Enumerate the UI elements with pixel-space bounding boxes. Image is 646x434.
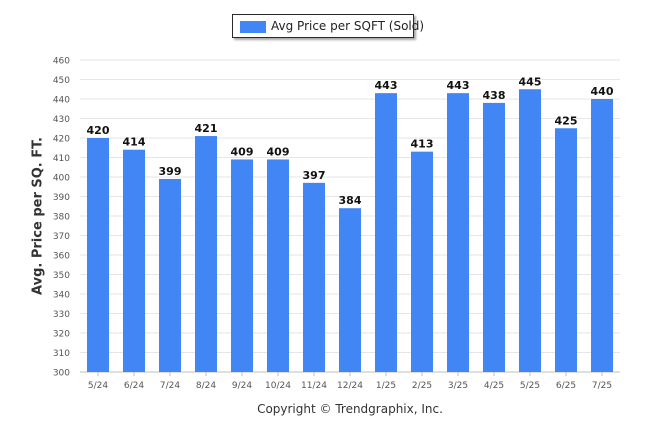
y-tick-label: 330 bbox=[53, 310, 70, 320]
y-tick-label: 360 bbox=[53, 252, 70, 262]
data-label: 443 bbox=[447, 79, 470, 92]
bar bbox=[555, 128, 577, 372]
x-tick-label: 6/25 bbox=[556, 381, 576, 391]
copyright-text: Copyright © Trendgraphix, Inc. bbox=[257, 402, 443, 416]
y-tick-label: 320 bbox=[53, 330, 70, 340]
x-tick-label: 8/24 bbox=[196, 381, 216, 391]
data-label: 384 bbox=[339, 194, 362, 207]
data-label: 438 bbox=[483, 89, 506, 102]
y-tick-label: 310 bbox=[53, 349, 70, 359]
bar bbox=[303, 182, 325, 372]
bar bbox=[339, 208, 361, 372]
x-tick-label: 5/24 bbox=[88, 381, 108, 391]
y-tick-label: 460 bbox=[53, 57, 70, 67]
x-tick-label: 4/25 bbox=[484, 381, 504, 391]
bar bbox=[195, 136, 217, 372]
data-label: 445 bbox=[519, 75, 542, 88]
legend-label: Avg Price per SQFT (Sold) bbox=[271, 19, 425, 33]
bar bbox=[267, 159, 289, 372]
x-tick-label: 5/25 bbox=[520, 381, 540, 391]
x-tick-label: 9/24 bbox=[232, 381, 252, 391]
y-tick-label: 370 bbox=[53, 232, 70, 242]
data-label: 421 bbox=[195, 122, 218, 135]
bar bbox=[375, 93, 397, 373]
x-tick-label: 10/24 bbox=[265, 381, 291, 391]
y-tick-label: 440 bbox=[53, 96, 70, 106]
bar bbox=[483, 102, 505, 373]
x-tick-label: 3/25 bbox=[448, 381, 468, 391]
data-label: 440 bbox=[591, 85, 614, 98]
y-tick-label: 380 bbox=[53, 213, 70, 223]
legend-swatch bbox=[240, 21, 266, 33]
bar bbox=[591, 99, 613, 372]
x-tick-label: 6/24 bbox=[124, 381, 144, 391]
x-tick-label: 12/24 bbox=[337, 381, 363, 391]
chart-legend: Avg Price per SQFT (Sold) bbox=[232, 14, 424, 38]
y-tick-label: 410 bbox=[53, 154, 70, 164]
y-tick-label: 400 bbox=[53, 174, 70, 184]
x-tick-label: 1/25 bbox=[376, 381, 396, 391]
y-tick-label: 450 bbox=[53, 76, 70, 86]
bar bbox=[123, 149, 145, 372]
y-tick-label: 350 bbox=[53, 271, 70, 281]
x-tick-label: 7/25 bbox=[592, 381, 612, 391]
x-tick-label: 7/24 bbox=[160, 381, 180, 391]
y-tick-label: 340 bbox=[53, 291, 70, 301]
y-tick-label: 300 bbox=[53, 369, 70, 379]
data-label: 409 bbox=[267, 145, 290, 158]
x-tick-label: 2/25 bbox=[412, 381, 432, 391]
data-label: 414 bbox=[123, 136, 146, 149]
data-label: 409 bbox=[231, 145, 254, 158]
bar bbox=[447, 93, 469, 373]
bar bbox=[411, 151, 433, 372]
data-label: 420 bbox=[87, 124, 110, 137]
bar bbox=[159, 178, 181, 372]
y-tick-label: 420 bbox=[53, 135, 70, 145]
bar bbox=[87, 138, 109, 372]
data-label: 397 bbox=[303, 169, 326, 182]
data-label: 425 bbox=[555, 114, 578, 127]
y-tick-label: 390 bbox=[53, 193, 70, 203]
bar bbox=[231, 159, 253, 372]
bar bbox=[519, 89, 541, 372]
y-tick-label: 430 bbox=[53, 115, 70, 125]
data-label: 399 bbox=[159, 165, 182, 178]
x-tick-label: 11/24 bbox=[301, 381, 327, 391]
data-label: 413 bbox=[411, 138, 434, 151]
data-label: 443 bbox=[375, 79, 398, 92]
